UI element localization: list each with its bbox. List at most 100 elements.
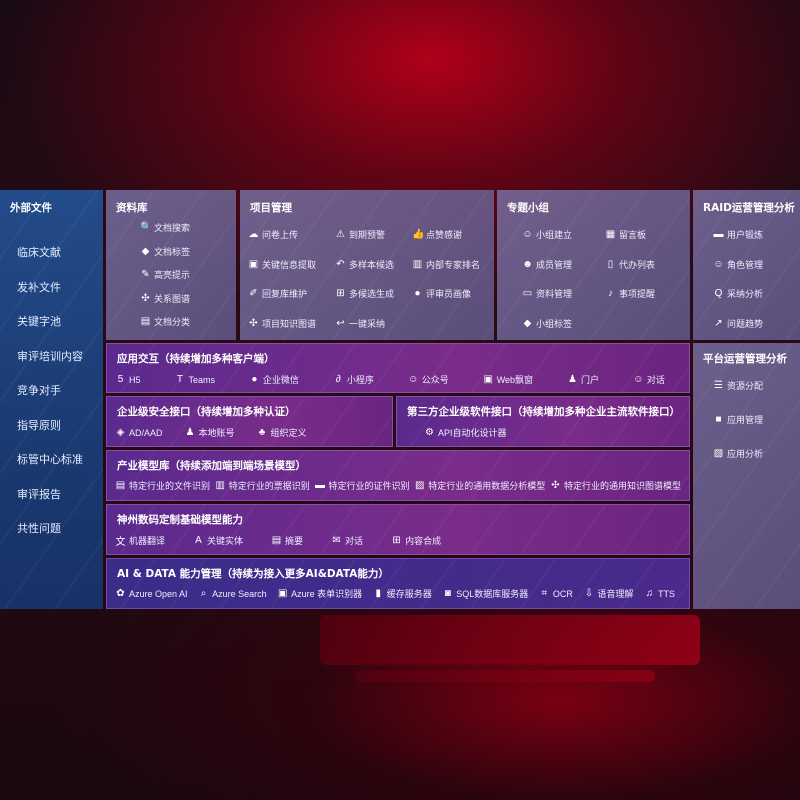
raid-analysis-panel: RAID运营管理分析 ▬ 用户锻炼 ☺ 角色管理 Q 采纳分析 ↗ 问题趋势 — [693, 190, 800, 340]
item-label: 项目知识图谱 — [262, 318, 317, 329]
topic-group-panel: 专题小组 ☺ 小组建立 ▦ 留言板 ☻ 成员管理 ▯ 代办列表 ▭ 资料管理 ♪ 事项提醒 ◆ 小组标签 — [497, 190, 690, 340]
item-label: 组织定义 — [270, 428, 307, 438]
project-item[interactable]: ☁ 问卷上传 — [248, 228, 299, 241]
aidata-item[interactable]: ◙ SQL数据库服务器 — [442, 587, 529, 600]
group-item[interactable]: ▯ 代办列表 — [605, 258, 655, 271]
sidebar-item[interactable]: 审评报告 — [17, 487, 61, 501]
project-item[interactable]: ⊞ 多候选生成 — [335, 287, 394, 300]
project-item[interactable]: ✣ 项目知识图谱 — [248, 317, 316, 330]
basemodel-item[interactable]: ✉ 对话 — [331, 534, 363, 547]
group-item[interactable]: ▦ 留言板 — [605, 228, 646, 241]
aidata-item[interactable]: ⌗ OCR — [539, 588, 573, 599]
aidata-item[interactable]: ⌕ Azure Search — [198, 588, 267, 599]
folder-icon: ▭ — [522, 288, 533, 299]
platform-item[interactable]: ■ 应用管理 — [713, 413, 763, 426]
panel-title: 项目管理 — [250, 202, 292, 214]
aidata-item[interactable]: ⇩ 语音理解 — [583, 587, 634, 600]
thirdparty-item[interactable]: ⚙ API自动化设计器 — [424, 426, 507, 439]
basemodel-item[interactable]: 文机器翻译 — [115, 533, 166, 548]
panel-title: 神州数码定制基础模型能力 — [117, 514, 243, 526]
item-label: 点赞感谢 — [426, 230, 463, 240]
group-item[interactable]: ▭ 资料管理 — [522, 287, 572, 300]
sidebar-item[interactable]: 关键字池 — [17, 315, 61, 328]
interaction-item[interactable]: ☺ 对话 — [633, 373, 665, 386]
raid-item[interactable]: ☺ 角色管理 — [713, 258, 763, 271]
ranking-icon: ▥ — [412, 258, 423, 270]
user-add-icon: ☻ — [522, 258, 533, 270]
industry-item[interactable]: ✣ 特定行业的通用知识图谱模型 — [550, 479, 681, 492]
group-item[interactable]: ◆ 小组标签 — [522, 317, 572, 330]
group-item[interactable]: ♪ 事项提醒 — [605, 287, 655, 300]
basemodel-item[interactable]: ⊞ 内容合成 — [391, 534, 441, 547]
platform-item[interactable]: ☰ 资源分配 — [713, 379, 763, 392]
panel-title: 产业模型库（持续添加端到端场景模型） — [117, 460, 306, 472]
library-item[interactable]: ▤ 文档分类 — [140, 315, 190, 328]
id-card-icon: ▬ — [314, 480, 325, 491]
interaction-item[interactable]: ♟ 门户 — [567, 373, 599, 386]
chat-users-icon: ☺ — [633, 374, 644, 385]
project-item[interactable]: ⚠ 到期预警 — [335, 228, 385, 241]
panel-title: 应用交互（持续增加多种客户端） — [117, 353, 275, 365]
security-item[interactable]: ♣ 组织定义 — [257, 426, 307, 439]
users-icon: ☺ — [713, 258, 724, 270]
sidebar-item[interactable]: 共性问题 — [17, 522, 61, 535]
aidata-item[interactable]: ▣ Azure 表单识别器 — [277, 587, 362, 600]
raid-item[interactable]: Q 采纳分析 — [713, 287, 763, 300]
platform-item[interactable]: ▧ 应用分析 — [713, 447, 763, 460]
industry-item[interactable]: ▬ 特定行业的证件识别 — [314, 479, 410, 492]
teams-icon: T — [176, 374, 183, 385]
interaction-item[interactable]: ∂ 小程序 — [333, 373, 374, 386]
sidebar-item[interactable]: 标管中心标准 — [17, 453, 83, 466]
item-label: 资源分配 — [727, 381, 764, 391]
group-item[interactable]: ☻ 成员管理 — [522, 258, 572, 271]
interaction-item[interactable]: ▣ Web飘窗 — [483, 373, 533, 386]
industry-item[interactable]: ▤ 特定行业的文件识别 — [115, 479, 210, 492]
security-item[interactable]: ◈ AD/AAD — [115, 427, 163, 438]
raid-item[interactable]: ▬ 用户锻炼 — [713, 228, 764, 241]
project-item[interactable]: ▥ 内部专家排名 — [412, 258, 480, 271]
aidata-item[interactable]: ▮ 缓存服务器 — [373, 587, 431, 600]
sidebar-item[interactable]: 指导原则 — [17, 418, 61, 432]
item-label: 对话 — [646, 375, 665, 385]
item-label: 关键实体 — [207, 536, 244, 546]
sidebar-item[interactable]: 临床文献 — [17, 246, 61, 259]
project-item[interactable]: ↩ 一键采纳 — [335, 317, 385, 330]
item-label: 对话 — [345, 536, 364, 546]
library-item[interactable]: 🔍 文档搜索 — [140, 221, 190, 234]
item-label: H5 — [129, 374, 141, 385]
industry-item[interactable]: ▨ 特定行业的通用数据分析模型 — [414, 479, 545, 492]
doc-category-icon: ▤ — [140, 316, 151, 327]
project-item[interactable]: 👍 点赞感谢 — [412, 228, 462, 241]
sidebar-item[interactable]: 竞争对手 — [17, 384, 61, 397]
library-item[interactable]: ◆ 文档标签 — [140, 245, 190, 258]
cache-icon: ▮ — [375, 588, 381, 599]
project-item[interactable]: ↶ 多样本候选 — [335, 258, 394, 271]
interaction-item[interactable]: T Teams — [174, 374, 215, 385]
industry-items: ▤ 特定行业的文件识别 ▥ 特定行业的票据识别 ▬ 特定行业的证件识别 ▨ 特定行业的通用数据… — [107, 479, 689, 492]
aidata-item[interactable]: ♫ TTS — [644, 588, 675, 599]
basemodel-item[interactable]: ▤ 摘要 — [271, 534, 303, 547]
item-label: Web飘窗 — [496, 375, 534, 385]
industry-item[interactable]: ▥ 特定行业的票据识别 — [215, 479, 310, 492]
item-label: 特定行业的文件识别 — [129, 481, 211, 491]
basemodel-item[interactable]: A 关键实体 — [193, 534, 243, 547]
interaction-item[interactable]: 5 H5 — [115, 374, 141, 385]
thumbs-up-icon: 👍 — [412, 229, 425, 240]
project-item[interactable]: ● 评审员画像 — [412, 287, 471, 300]
interaction-item[interactable]: ● 企业微信 — [249, 373, 299, 386]
library-item[interactable]: ✎ 高亮提示 — [140, 268, 190, 281]
item-label: 角色管理 — [727, 259, 764, 270]
sidebar-item[interactable]: 发补文件 — [17, 280, 61, 294]
security-item[interactable]: ♟ 本地账号 — [185, 426, 235, 439]
raid-item[interactable]: ↗ 问题趋势 — [713, 317, 763, 330]
interaction-item[interactable]: ☺ 公众号 — [408, 373, 449, 386]
project-item[interactable]: ✐ 回复库维护 — [248, 287, 307, 300]
panel-title: RAID运营管理分析 — [703, 202, 795, 214]
item-label: 关系图谱 — [154, 293, 191, 304]
project-item[interactable]: ▣ 关键信息提取 — [248, 258, 316, 271]
sidebar-item[interactable]: 审评培训内容 — [17, 349, 83, 363]
aidata-item[interactable]: ✿ Azure Open AI — [115, 588, 187, 599]
group-item[interactable]: ☺ 小组建立 — [522, 228, 572, 241]
library-item[interactable]: ✣ 关系图谱 — [140, 292, 190, 305]
ocr-icon: ⌗ — [541, 588, 548, 599]
